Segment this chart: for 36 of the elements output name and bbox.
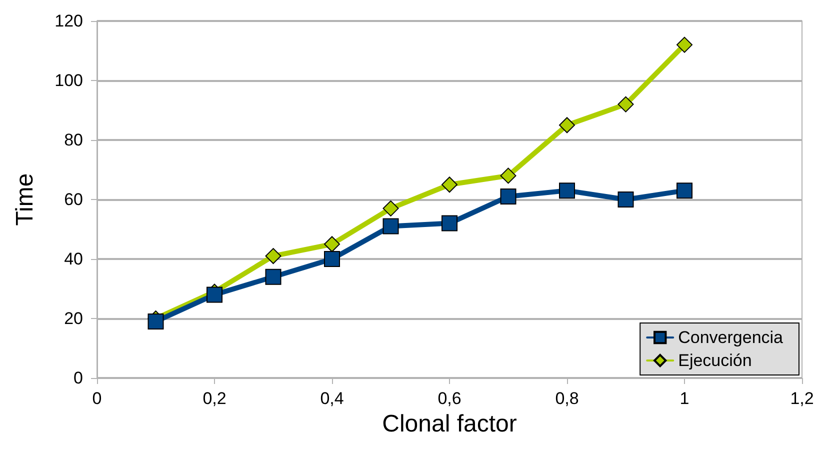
point (206, 286, 222, 303)
point (442, 215, 458, 232)
y-tick-label: 40 (64, 250, 83, 268)
x-tick-label: 0,2 (202, 389, 226, 408)
y-tick-label: 20 (64, 309, 83, 328)
point (559, 117, 575, 134)
point (382, 200, 399, 216)
y-tick-label: 60 (64, 190, 83, 209)
point (500, 168, 516, 184)
point (618, 192, 634, 208)
y-tick-label: 0 (74, 368, 83, 388)
y-tick-label: 100 (54, 71, 83, 90)
y-tick-label: 80 (64, 130, 83, 150)
point (265, 248, 282, 264)
x-tick-label: 0 (92, 389, 102, 408)
x-tick-label: 0,4 (320, 389, 344, 408)
x-tick-label: 1,2 (790, 389, 814, 408)
y-tick-label: 120 (54, 12, 83, 30)
legend-label: Convergencia (678, 328, 784, 347)
point (382, 218, 399, 234)
x-tick-label: 1 (680, 389, 690, 408)
point (676, 182, 692, 199)
legend-label: Ejecución (678, 351, 752, 370)
point (676, 36, 692, 53)
point (265, 268, 282, 285)
y-axis-title: Time (12, 173, 38, 226)
point (618, 96, 634, 112)
x-tick-label: 0,6 (438, 389, 462, 408)
point (500, 188, 516, 205)
point (442, 176, 458, 193)
point (324, 251, 340, 267)
x-axis-title: Clonal factor (382, 410, 517, 438)
x-tick-label: 0,8 (555, 389, 579, 408)
point (324, 236, 340, 252)
point (148, 313, 164, 330)
point (559, 182, 575, 199)
